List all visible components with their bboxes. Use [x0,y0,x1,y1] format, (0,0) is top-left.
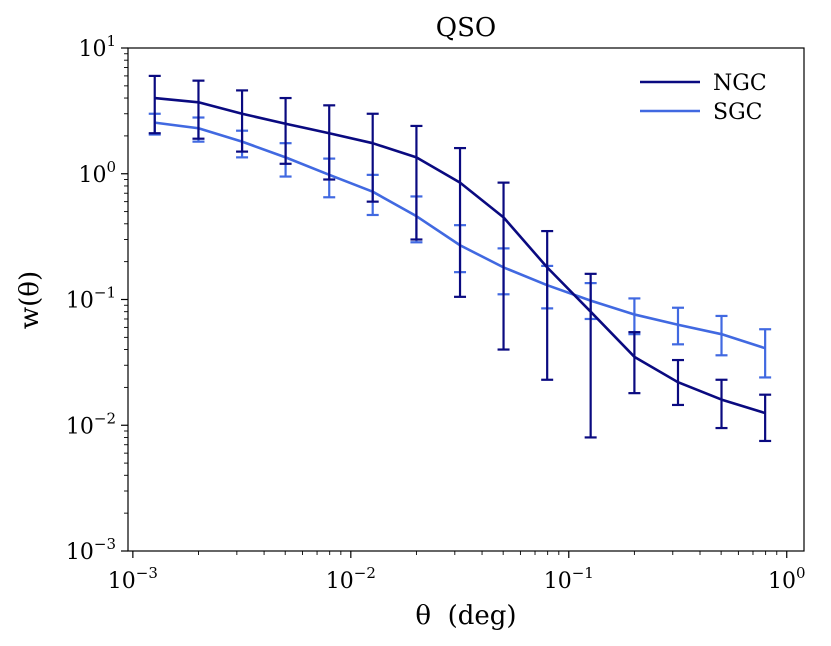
x-tick-label-base: 10 [326,569,354,594]
x-tick-label-base: 10 [544,569,572,594]
y-tick-label-exponent: −2 [94,409,116,427]
x-axis-ticks: 10−3 10−2 10−1 100 [108,551,806,594]
x-tick-label: 10−1 [544,564,594,594]
y-tick-label: 10−3 [66,535,116,565]
x-tick-label: 10−3 [108,564,158,594]
y-tick-label-exponent: 0 [106,158,116,176]
series-ngc [148,74,772,443]
legend-label-ngc: NGC [713,71,767,96]
y-tick-label: 101 [78,32,116,62]
series-layer [148,74,772,443]
y-tick-label: 100 [78,158,116,188]
y-tick-label: 10−2 [66,409,116,439]
y-tick-label-base: 10 [78,163,106,188]
x-tick-label-exponent: −2 [354,564,376,582]
legend-label-sgc: SGC [713,100,762,125]
y-tick-label-exponent: 1 [106,32,116,50]
x-tick-label-exponent: −1 [572,564,594,582]
y-tick-label-base: 10 [78,37,106,62]
y-tick-label-base: 10 [66,540,94,565]
legend: NGC SGC [640,71,767,125]
y-tick-label: 10−1 [66,284,116,314]
y-tick-label-base: 10 [66,289,94,314]
x-tick-label: 10−2 [326,564,376,594]
y-axis-label: w(θ) [15,271,45,329]
y-tick-label-base: 10 [66,414,94,439]
x-tick-label-base: 10 [108,569,136,594]
x-tick-label: 100 [768,564,806,594]
plot-frame [127,47,805,552]
x-tick-label-exponent: 0 [796,564,806,582]
y-tick-label-exponent: −1 [94,284,116,302]
chart-title: QSO [436,13,496,43]
x-axis-label: θ (deg) [415,601,516,631]
x-tick-label-exponent: −3 [136,564,158,582]
x-tick-label-base: 10 [768,569,796,594]
y-tick-label-exponent: −3 [94,535,116,553]
